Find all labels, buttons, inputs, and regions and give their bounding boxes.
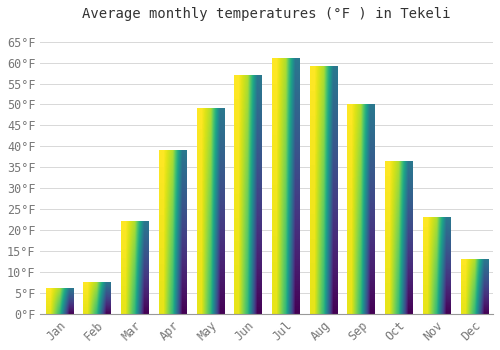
Title: Average monthly temperatures (°F ) in Tekeli: Average monthly temperatures (°F ) in Te… [82,7,451,21]
